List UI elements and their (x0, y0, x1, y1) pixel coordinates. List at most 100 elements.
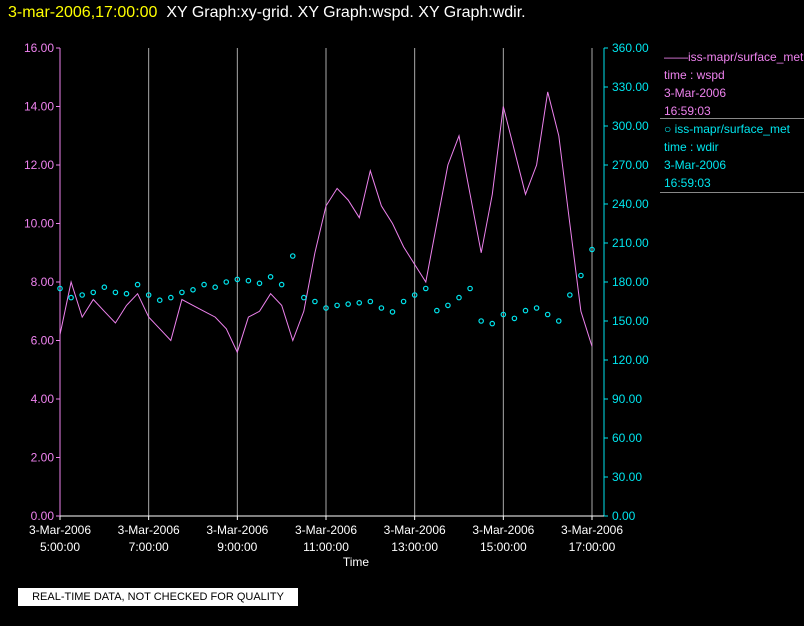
wdir-point (334, 302, 340, 309)
y-right-tick-label: 240.00 (612, 197, 649, 211)
y-left-tick-label: 6.00 (31, 334, 55, 348)
legend-wspd: ——iss-mapr/surface_met time : wspd 3-Mar… (664, 48, 804, 120)
wdir-point (134, 281, 141, 288)
wdir-point (289, 253, 296, 259)
y-right-tick-label: 150.00 (612, 314, 649, 328)
y-right-tick-label: 90.00 (612, 392, 642, 406)
wdir-point (411, 292, 418, 298)
legend-wdir-var: time : wdir (664, 140, 719, 154)
wdir-point (544, 311, 551, 318)
x-tick-label-date: 3-Mar-2006 (295, 523, 357, 537)
wdir-point (68, 294, 74, 301)
y-right-tick-label: 180.00 (612, 275, 649, 289)
wdir-point (467, 285, 473, 292)
y-left-tick-label: 14.00 (24, 100, 54, 114)
y-right-tick-label: 60.00 (612, 431, 642, 445)
wdir-point (179, 289, 185, 296)
y-right-tick-label: 210.00 (612, 236, 649, 250)
wdir-point (356, 299, 363, 306)
wdir-point (533, 305, 540, 311)
wdir-point (489, 320, 496, 327)
wdir-point (201, 281, 207, 288)
wdir-point (168, 294, 174, 301)
legend-wdir-series: ○ iss-mapr/surface_met (664, 122, 790, 136)
y-right-tick-label: 30.00 (612, 470, 642, 484)
wdir-point (57, 285, 63, 292)
legend-wspd-time: 16:59:03 (664, 104, 711, 118)
wdir-point (223, 279, 230, 285)
quality-notice: REAL-TIME DATA, NOT CHECKED FOR QUALITY (18, 588, 298, 606)
x-tick-label-date: 3-Mar-2006 (29, 523, 91, 537)
wdir-point (345, 301, 351, 307)
wdir-point (500, 311, 507, 318)
wdir-point (112, 289, 119, 296)
y-left-tick-label: 2.00 (31, 451, 55, 465)
wdir-point (445, 302, 451, 309)
y-right-tick-label: 120.00 (612, 353, 649, 367)
x-tick-label-date: 3-Mar-2006 (384, 523, 446, 537)
wdir-point (400, 298, 407, 305)
x-axis-label: Time (343, 555, 370, 569)
wdir-point (434, 307, 440, 314)
wdir-point (589, 246, 595, 253)
wdir-point (156, 297, 163, 304)
legend-wdir-date: 3-Mar-2006 (664, 158, 727, 172)
wdir-point (101, 284, 108, 291)
graph-titles: XY Graph:xy-grid. XY Graph:wspd. XY Grap… (166, 4, 526, 21)
x-tick-label-time: 17:00:00 (569, 540, 616, 554)
x-tick-label-time: 9:00:00 (217, 540, 257, 554)
wdir-point (555, 318, 562, 324)
wdir-point (578, 272, 584, 279)
wspd-series-line (59, 91, 593, 354)
x-tick-label-time: 11:00:00 (303, 540, 349, 554)
wdir-point (145, 292, 152, 298)
wdir-point (511, 315, 518, 322)
header-bar: 3-mar-2006,17:00:00 XY Graph:xy-grid. XY… (8, 4, 526, 22)
x-tick-label-time: 7:00:00 (129, 540, 169, 554)
legend-divider (660, 118, 804, 119)
wdir-point (456, 294, 462, 301)
wdir-point (478, 318, 484, 324)
wdir-point (367, 298, 374, 305)
legend-wspd-date: 3-Mar-2006 (664, 86, 727, 100)
wdir-point (522, 307, 529, 314)
x-tick-label-date: 3-Mar-2006 (206, 523, 268, 537)
y-left-tick-label: 4.00 (31, 392, 55, 406)
wdir-point (245, 277, 252, 284)
y-right-tick-label: 360.00 (612, 41, 649, 55)
wdir-point (234, 276, 241, 283)
legend-divider (660, 192, 804, 193)
x-tick-label-date: 3-Mar-2006 (118, 523, 180, 537)
y-right-tick-label: 0.00 (612, 509, 636, 523)
x-tick-label-time: 15:00:00 (480, 540, 527, 554)
wdir-point (90, 289, 97, 296)
wdir-point (301, 294, 307, 301)
legend-wspd-var: time : wspd (664, 68, 725, 82)
y-right-tick-label: 300.00 (612, 119, 649, 133)
y-right-tick-label: 330.00 (612, 80, 649, 94)
wdir-point (312, 298, 318, 305)
wdir-point (190, 286, 196, 293)
y-left-tick-label: 12.00 (24, 158, 54, 172)
x-tick-label-time: 5:00:00 (40, 540, 80, 554)
legend-wdir-time: 16:59:03 (664, 176, 711, 190)
timestamp: 3-mar-2006,17:00:00 (8, 4, 158, 21)
wdir-point (123, 290, 130, 297)
x-tick-label-time: 13:00:00 (391, 540, 438, 554)
wdir-point (323, 305, 329, 311)
y-right-tick-label: 270.00 (612, 158, 649, 172)
y-left-tick-label: 8.00 (31, 275, 55, 289)
legend-wspd-series: ——iss-mapr/surface_met (664, 50, 804, 64)
wdir-point (267, 273, 274, 280)
x-tick-label-date: 3-Mar-2006 (561, 523, 623, 537)
wdir-point (212, 284, 218, 291)
wdir-point (256, 280, 263, 287)
wdir-point (389, 309, 396, 315)
wdir-point (278, 281, 285, 288)
y-left-tick-label: 10.00 (24, 217, 54, 231)
wdir-point (422, 285, 429, 292)
y-left-tick-label: 0.00 (31, 509, 55, 523)
wdir-point (79, 292, 85, 298)
legend-wdir: ○ iss-mapr/surface_met time : wdir 3-Mar… (664, 120, 804, 192)
